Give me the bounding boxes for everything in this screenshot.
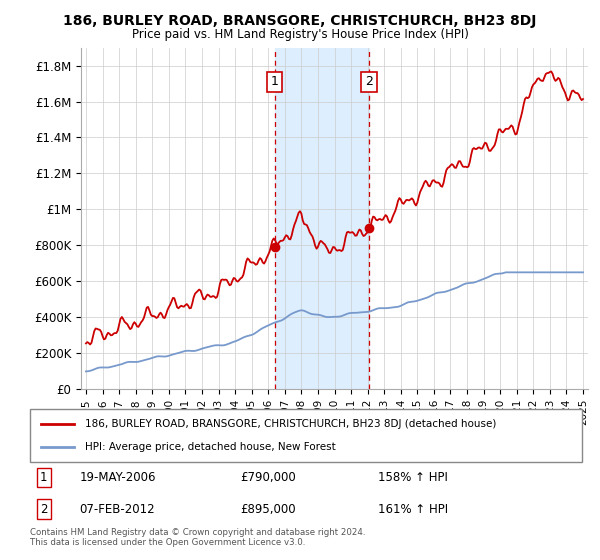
Text: Contains HM Land Registry data © Crown copyright and database right 2024.
This d: Contains HM Land Registry data © Crown c…: [30, 528, 365, 547]
Text: 161% ↑ HPI: 161% ↑ HPI: [378, 502, 448, 516]
Text: HPI: Average price, detached house, New Forest: HPI: Average price, detached house, New …: [85, 442, 336, 452]
Text: 186, BURLEY ROAD, BRANSGORE, CHRISTCHURCH, BH23 8DJ (detached house): 186, BURLEY ROAD, BRANSGORE, CHRISTCHURC…: [85, 419, 497, 429]
Text: 2: 2: [365, 75, 373, 88]
Text: £790,000: £790,000: [240, 471, 296, 484]
Text: 2: 2: [40, 502, 47, 516]
Text: 19-MAY-2006: 19-MAY-2006: [80, 471, 156, 484]
Text: Price paid vs. HM Land Registry's House Price Index (HPI): Price paid vs. HM Land Registry's House …: [131, 28, 469, 41]
Text: £895,000: £895,000: [240, 502, 295, 516]
Text: 1: 1: [271, 75, 278, 88]
Text: 1: 1: [40, 471, 47, 484]
Text: 186, BURLEY ROAD, BRANSGORE, CHRISTCHURCH, BH23 8DJ: 186, BURLEY ROAD, BRANSGORE, CHRISTCHURC…: [64, 14, 536, 28]
FancyBboxPatch shape: [30, 409, 582, 462]
Text: 158% ↑ HPI: 158% ↑ HPI: [378, 471, 448, 484]
Bar: [275, 48, 369, 389]
Text: 07-FEB-2012: 07-FEB-2012: [80, 502, 155, 516]
